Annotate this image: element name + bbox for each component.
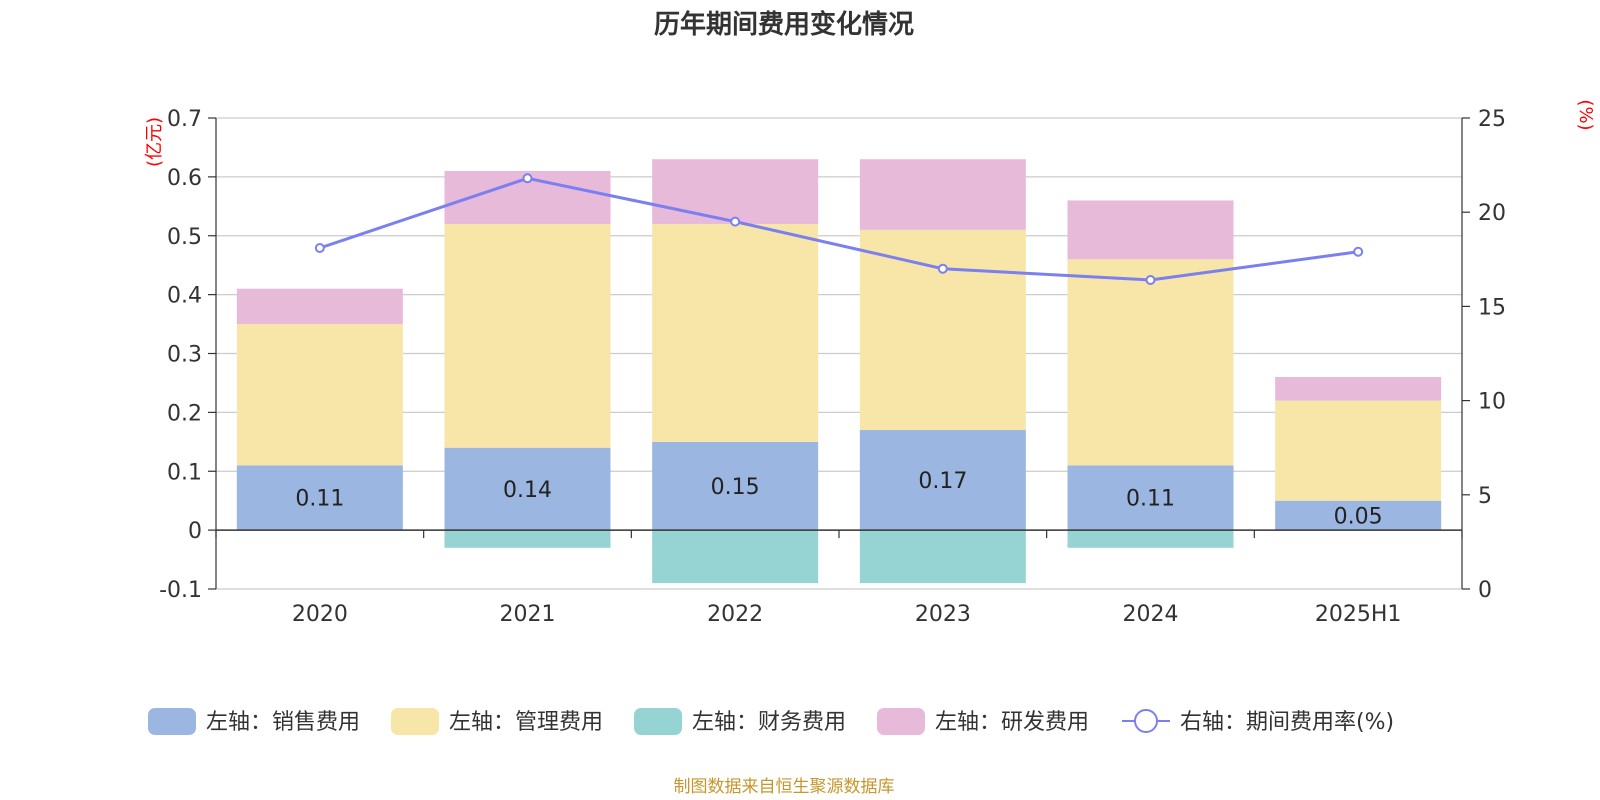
axes: 0.7 0.6 0.5 0.4 0.3 0.2 0.1 0 -0.1 25 20 15 10 5 0 2020… xyxy=(159,107,1506,627)
legend-swatch xyxy=(391,708,439,735)
bar-segment xyxy=(444,447,611,531)
chart-title: 历年期间费用变化情况 xyxy=(654,9,914,40)
x-axis-tick-label: 2021 xyxy=(500,602,556,627)
rate-polyline xyxy=(319,176,1359,282)
bar-segment xyxy=(652,530,819,584)
legend: 左轴：销售费用 左轴：管理费用 左轴：财务费用 左轴：研发费用 右轴：期间费用率(%) xyxy=(148,708,1394,735)
bar-segment xyxy=(1275,500,1442,531)
legend-label: 左轴：管理费用 xyxy=(449,710,603,735)
bar-segment xyxy=(859,229,1026,431)
right-axis-tick-label: 10 xyxy=(1478,390,1506,415)
x-axis-tick-label: 2025H1 xyxy=(1315,602,1402,627)
bar-segment xyxy=(444,223,611,448)
data-source-note: 制图数据来自恒生聚源数据库 xyxy=(674,777,895,797)
legend-swatch xyxy=(148,708,196,735)
left-axis-unit: (亿元) xyxy=(144,117,165,167)
bars xyxy=(236,159,1442,584)
x-axis-tick-label: 2022 xyxy=(707,602,763,627)
gridlines xyxy=(216,117,1462,590)
x-axis-tick-label: 2020 xyxy=(292,602,348,627)
left-axis-tick-label: 0.4 xyxy=(167,284,202,309)
left-axis-tick-label: 0.1 xyxy=(167,460,202,485)
bar-value-label: 0.11 xyxy=(295,487,344,512)
bar-value-label: 0.14 xyxy=(503,478,552,503)
legend-label: 左轴：研发费用 xyxy=(935,710,1089,735)
bar-segment xyxy=(1275,377,1442,401)
left-axis-tick-label: 0.3 xyxy=(167,343,202,368)
right-axis-unit: (%) xyxy=(1575,99,1596,130)
left-axis-tick-label: -0.1 xyxy=(159,578,202,603)
rate-point xyxy=(522,173,533,184)
right-axis-tick-label: 0 xyxy=(1478,578,1492,603)
rate-point xyxy=(937,263,948,274)
data-labels: 0.11 0.14 0.15 0.17 0.11 0.05 xyxy=(295,469,1382,529)
x-axis-tick-label: 2024 xyxy=(1123,602,1179,627)
bar-segment xyxy=(859,530,1026,584)
bar-segment xyxy=(1067,465,1234,531)
legend-label: 左轴：销售费用 xyxy=(206,710,360,735)
bar-value-label: 0.15 xyxy=(711,475,760,500)
bar-segment xyxy=(236,288,403,325)
bar-segment xyxy=(444,530,611,548)
bar-segment xyxy=(1067,200,1234,260)
left-axis-tick-label: 0.2 xyxy=(167,401,202,426)
bar-value-label: 0.11 xyxy=(1126,487,1175,512)
x-axis-tick-label: 2023 xyxy=(915,602,971,627)
bar-segment xyxy=(236,465,403,531)
bar-value-label: 0.05 xyxy=(1334,504,1383,529)
legend-swatch xyxy=(877,708,925,735)
bar-segment xyxy=(652,441,819,531)
rate-line xyxy=(314,173,1364,286)
legend-marker xyxy=(1134,709,1158,733)
bar-segment xyxy=(236,324,403,466)
bar-segment xyxy=(1275,400,1442,501)
legend-swatch xyxy=(634,708,682,735)
bar-segment xyxy=(859,430,1026,531)
bar-value-label: 0.17 xyxy=(918,469,967,494)
rate-point xyxy=(1353,246,1364,257)
bar-segment xyxy=(652,223,819,442)
left-axis-tick-label: 0 xyxy=(188,519,202,544)
left-axis-tick-label: 0.7 xyxy=(167,107,202,132)
bar-segment xyxy=(859,159,1026,230)
rate-point xyxy=(1145,275,1156,286)
right-axis-tick-label: 5 xyxy=(1478,484,1492,509)
bar-segment xyxy=(1067,259,1234,466)
legend-label: 左轴：财务费用 xyxy=(692,710,846,735)
rate-point xyxy=(314,242,325,253)
bar-segment xyxy=(1067,530,1234,548)
left-axis-tick-label: 0.5 xyxy=(167,225,202,250)
left-axis-tick-label: 0.6 xyxy=(167,166,202,191)
bar-segment xyxy=(652,159,819,224)
right-axis-tick-label: 25 xyxy=(1478,107,1506,132)
legend-label: 右轴：期间费用率(%) xyxy=(1180,710,1394,735)
right-axis-tick-label: 15 xyxy=(1478,295,1506,320)
right-axis-tick-label: 20 xyxy=(1478,201,1506,226)
rate-point xyxy=(730,216,741,227)
